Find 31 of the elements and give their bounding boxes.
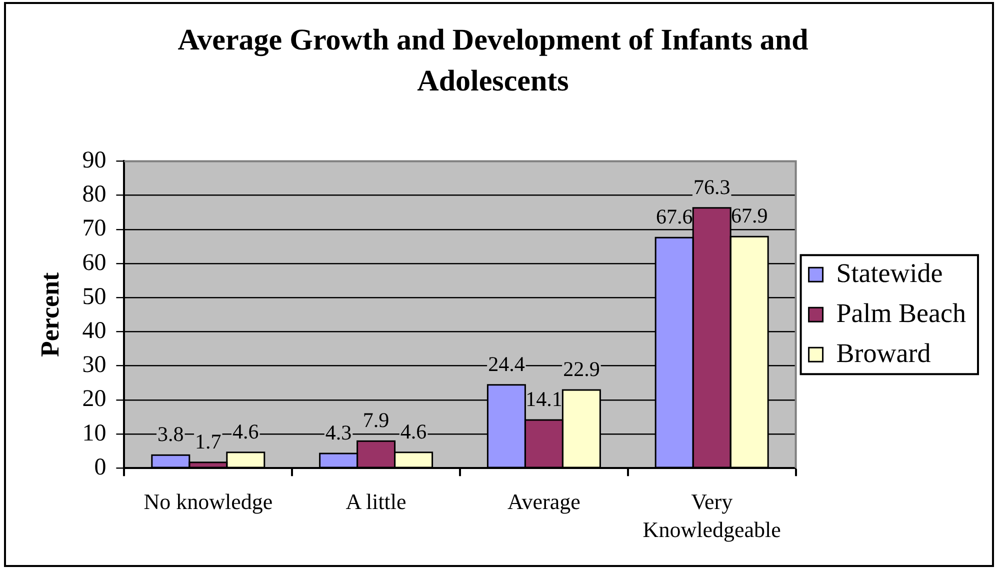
y-tick-label: 40 <box>82 318 106 344</box>
data-label: 3.8 <box>158 422 184 446</box>
y-tick-label: 70 <box>82 216 106 242</box>
data-label: 14.1 <box>526 387 562 412</box>
y-tick-label: 20 <box>82 386 106 412</box>
y-tick-label: 60 <box>82 250 106 276</box>
data-label: 22.9 <box>563 357 600 382</box>
y-tick-label: 30 <box>82 352 106 378</box>
y-tick-label: 90 <box>82 147 106 174</box>
y-tick-label: 0 <box>94 454 106 480</box>
legend-label: Broward <box>836 338 932 368</box>
x-tick-label: No knowledge <box>144 488 273 514</box>
y-tick-label: 50 <box>82 284 106 310</box>
data-label: 76.3 <box>693 174 730 199</box>
chart-title: Average Growth and Development of Infants and Adolescents <box>178 23 809 98</box>
data-label: 24.4 <box>488 352 526 376</box>
y-tick-label: 80 <box>82 182 106 208</box>
y-axis-title: Percent <box>35 272 64 358</box>
x-tick-label: Average <box>508 488 580 514</box>
data-label: 1.7 <box>195 429 222 454</box>
legend-label: Statewide <box>836 258 943 288</box>
data-label: 67.6 <box>656 204 693 229</box>
legend-label: Palm Beach <box>836 298 966 328</box>
x-tick-label: A little <box>346 488 406 514</box>
y-tick-label: 10 <box>82 420 106 446</box>
data-label: 7.9 <box>362 408 390 432</box>
data-label: 4.3 <box>325 420 352 444</box>
x-tick-label: Very Knowledgeable <box>642 488 781 542</box>
data-label: 4.6 <box>400 419 427 444</box>
data-label: 67.9 <box>730 204 768 228</box>
data-label: 4.6 <box>232 419 259 444</box>
